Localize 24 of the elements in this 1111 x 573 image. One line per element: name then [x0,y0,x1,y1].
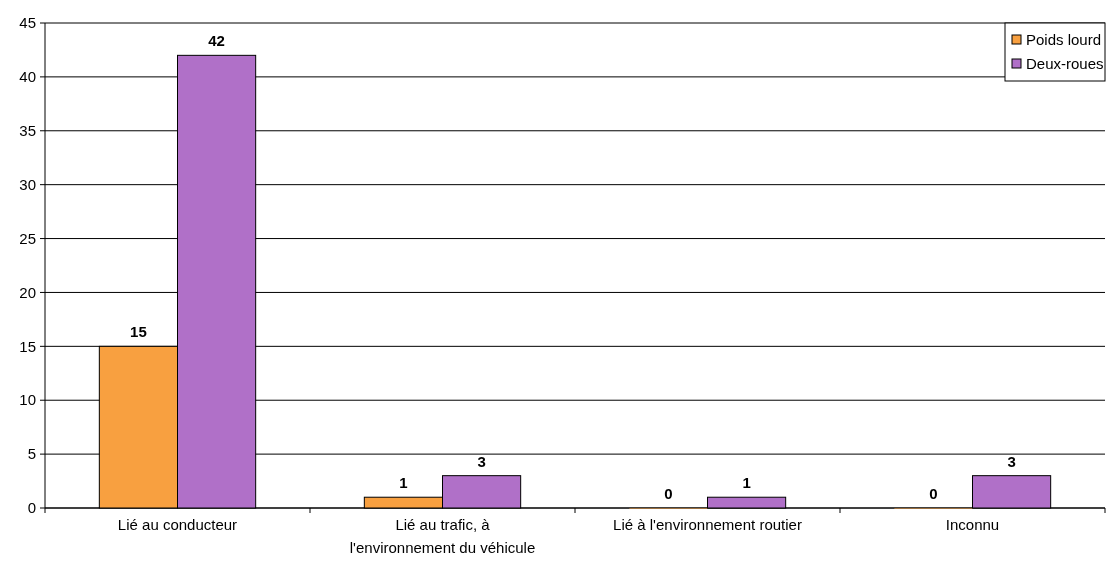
y-tick-label: 45 [19,14,36,32]
y-tick-label: 5 [27,445,36,463]
y-tick-label: 10 [19,391,36,409]
legend-label: Poids lourd [1026,31,1102,49]
data-label: 3 [477,452,486,470]
y-tick-label: 35 [19,122,36,140]
x-tick-label: Lié au conducteur [117,516,238,533]
data-label: 3 [1007,452,1016,470]
y-tick-label: 25 [19,229,36,247]
y-tick-label: 40 [19,68,36,86]
legend-label: Deux-roues [1026,55,1104,73]
data-label: 1 [399,474,408,492]
x-tick-label: Lié au trafic, à l'environnement du véhicule [349,516,536,556]
data-label: 15 [130,323,147,341]
data-label: 0 [929,485,938,502]
y-tick-label: 30 [19,175,36,193]
x-tick-label: Lié à l'environnement routier [613,516,802,533]
data-label: 1 [742,474,751,492]
y-tick-label: 20 [19,283,36,301]
y-tick-label: 15 [19,337,36,355]
x-tick-label: Inconnu [945,516,1000,533]
y-tick-label: 0 [27,499,36,517]
data-label: 0 [664,485,673,502]
data-label: 42 [208,32,225,50]
